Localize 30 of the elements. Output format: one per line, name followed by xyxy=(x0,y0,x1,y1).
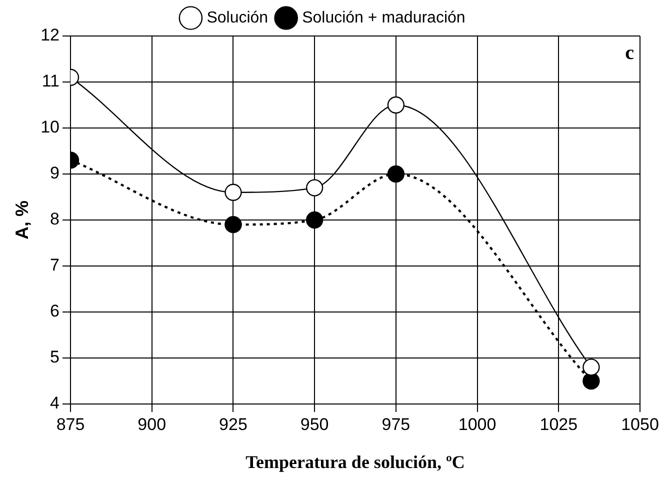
x-tick-label: 1050 xyxy=(621,414,659,434)
x-tick-label: 950 xyxy=(300,414,329,434)
x-tick-label: 925 xyxy=(219,414,248,434)
legend-label: Solución xyxy=(206,9,268,26)
y-tick-label: 5 xyxy=(50,348,60,367)
y-tick-label: 8 xyxy=(50,210,60,229)
x-tick-label: 1025 xyxy=(540,414,578,434)
point xyxy=(582,372,600,390)
y-tick-label: 4 xyxy=(50,394,60,413)
x-tick-label: 975 xyxy=(382,414,410,434)
y-tick-label: 6 xyxy=(50,302,60,321)
y-tick-label: 9 xyxy=(50,164,60,183)
x-tick-label: 900 xyxy=(138,414,166,434)
x-tick-label: 875 xyxy=(56,414,85,434)
point xyxy=(582,358,600,376)
point xyxy=(306,211,324,229)
legend-label: Solución + maduración xyxy=(302,9,466,26)
annotation: c xyxy=(625,42,634,64)
y-tick-label: 10 xyxy=(40,118,60,137)
x-tick-label: 1000 xyxy=(458,414,496,434)
y-tick-label: 11 xyxy=(42,72,60,91)
y-tick-label: 7 xyxy=(50,256,60,275)
point xyxy=(224,184,242,201)
point xyxy=(224,216,242,234)
point xyxy=(306,179,324,196)
y-tick-label: 12 xyxy=(40,26,60,45)
point xyxy=(387,165,405,183)
x-axis-title: Temperatura de solución, ºC xyxy=(246,452,465,472)
point xyxy=(387,96,405,114)
y-axis-title: A, % xyxy=(12,200,32,240)
